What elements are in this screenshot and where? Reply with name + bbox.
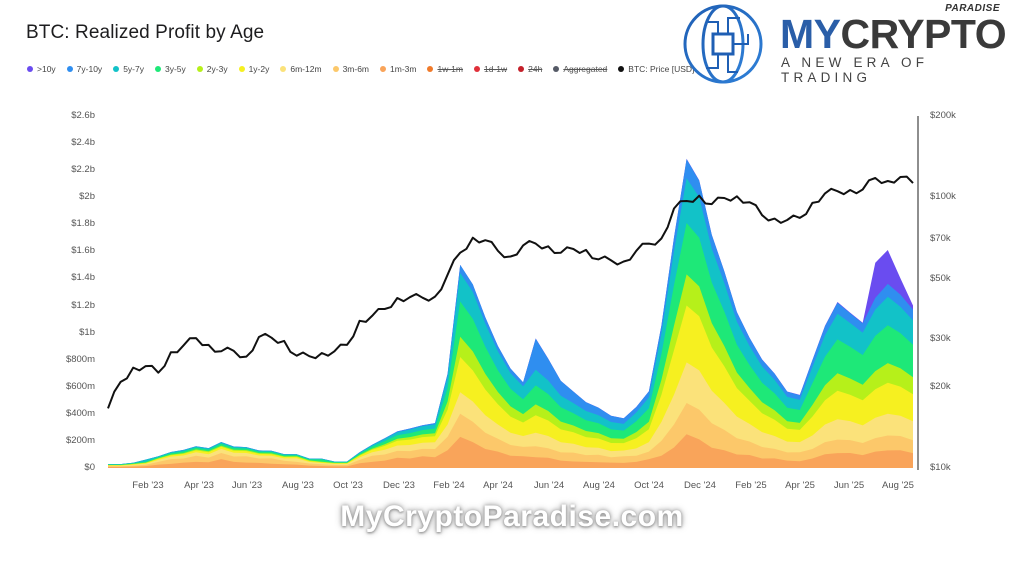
y2-tick-label: $200k xyxy=(930,110,956,121)
y-tick-label: $800m xyxy=(65,353,95,365)
legend-item[interactable]: 5y-7y xyxy=(113,64,144,74)
legend-dot-icon xyxy=(332,66,339,72)
y2-tick-label: $100k xyxy=(930,191,956,203)
x-tick-label: Jun '24 xyxy=(533,480,565,491)
legend-label: 1m-3m xyxy=(390,64,417,74)
x-tick-label: Apr '23 xyxy=(184,480,214,491)
legend-dot-icon xyxy=(618,66,625,72)
legend-item[interactable]: 2y-3y xyxy=(196,64,228,74)
legend-label: 1w-1m xyxy=(437,64,463,74)
x-tick-label: Jun '23 xyxy=(231,480,263,491)
y-tick-label: $1.2b xyxy=(71,299,95,311)
x-tick-label: Aug '25 xyxy=(882,480,914,491)
brand-logo: PARADISE MYCRYPTO A NEW ERA OF TRADING xyxy=(676,0,1024,88)
x-tick-label: Aug '24 xyxy=(583,480,615,491)
x-tick-label: Apr '24 xyxy=(483,480,513,491)
legend-label: 24h xyxy=(528,64,543,74)
legend-label: >10y xyxy=(37,64,56,74)
legend-item[interactable]: BTC: Price [USD] xyxy=(618,64,694,74)
legend-dot-icon xyxy=(238,66,245,72)
y-tick-label: $2b xyxy=(79,191,95,203)
x-tick-label: Feb '23 xyxy=(132,480,164,491)
area-series-1m-3m[interactable] xyxy=(108,434,913,468)
y2-tick-label: $10k xyxy=(930,462,951,473)
legend-label: Aggregated xyxy=(563,64,608,74)
legend-dot-icon xyxy=(113,66,120,72)
y-tick-label: $2.2b xyxy=(71,164,95,176)
y2-tick-label: $20k xyxy=(930,380,951,392)
x-tick-label: Dec '23 xyxy=(383,480,415,491)
legend-item[interactable]: 1d-1w xyxy=(473,64,508,74)
x-tick-label: Oct '23 xyxy=(333,480,363,491)
legend-label: BTC: Price [USD] xyxy=(628,64,695,74)
chart-title: BTC: Realized Profit by Age xyxy=(26,22,265,43)
legend-dot-icon xyxy=(473,66,480,72)
y-tick-label: $600m xyxy=(65,380,95,392)
logo-wordmark: MYCRYPTO xyxy=(780,11,1007,57)
x-tick-label: Jun '25 xyxy=(833,480,865,491)
logo-crypto: CRYPTO xyxy=(840,11,1007,57)
legend-dot-icon xyxy=(66,66,73,72)
legend-item[interactable]: 24h xyxy=(518,64,542,74)
y-tick-label: $1.8b xyxy=(71,218,95,230)
y-tick-label: $1.6b xyxy=(71,245,95,257)
btc-price-line[interactable] xyxy=(107,175,914,409)
legend-item[interactable]: 1m-3m xyxy=(380,64,416,74)
legend-label: 7y-10y xyxy=(76,64,103,74)
logo-tagline: A NEW ERA OF TRADING xyxy=(781,55,929,85)
legend-label: 5y-7y xyxy=(123,64,144,74)
legend-item[interactable]: 1w-1m xyxy=(427,64,463,74)
chart-legend: >10y 7y-10y 5y-7y 3y-5y 2y-3y 1y-2y 6m-12m 3m-6… xyxy=(27,64,705,74)
x-tick-label: Dec '24 xyxy=(684,480,716,491)
y-tick-label: $1.4b xyxy=(71,272,95,284)
legend-item[interactable]: 3y-5y xyxy=(154,64,186,74)
legend-item[interactable]: >10y xyxy=(27,64,56,74)
x-tick-label: Feb '25 xyxy=(735,480,767,491)
y-tick-label: $2.6b xyxy=(71,110,95,121)
legend-dot-icon xyxy=(280,66,287,72)
legend-dot-icon xyxy=(518,66,525,72)
globe-circuit-icon xyxy=(683,4,763,84)
legend-dot-icon xyxy=(427,66,434,72)
legend-item[interactable]: Aggregated xyxy=(553,64,607,74)
legend-dot-icon xyxy=(196,66,203,72)
legend-dot-icon xyxy=(27,66,33,72)
legend-item[interactable]: 1y-2y xyxy=(238,64,270,74)
legend-item[interactable]: 7y-10y xyxy=(66,64,103,74)
y-tick-label: $200m xyxy=(65,434,95,446)
legend-dot-icon xyxy=(154,66,161,72)
y2-tick-label: $70k xyxy=(930,233,951,245)
y2-tick-label: $50k xyxy=(930,272,951,284)
y-tick-label: $2.4b xyxy=(71,137,95,149)
x-tick-label: Apr '25 xyxy=(785,480,815,491)
logo-superscript: PARADISE xyxy=(945,3,1000,14)
logo-my: MY xyxy=(780,11,841,57)
legend-label: 1y-2y xyxy=(248,64,270,74)
x-tick-label: Aug '23 xyxy=(282,480,314,491)
legend-label: 3y-5y xyxy=(164,64,186,74)
y2-tick-label: $30k xyxy=(930,332,951,344)
legend-label: 6m-12m xyxy=(290,64,322,74)
x-tick-label: Feb '24 xyxy=(433,480,465,491)
y-tick-label: $1b xyxy=(79,326,95,338)
legend-label: 1d-1w xyxy=(483,64,508,74)
y-tick-label: $0 xyxy=(84,462,95,473)
y-tick-label: $400m xyxy=(65,407,95,419)
legend-item[interactable]: 3m-6m xyxy=(332,64,370,74)
legend-item[interactable]: 6m-12m xyxy=(280,64,322,74)
legend-dot-icon xyxy=(553,66,560,72)
watermark: MyCryptoParadise.com xyxy=(340,500,684,533)
legend-dot-icon xyxy=(380,66,387,72)
legend-label: 3m-6m xyxy=(342,64,370,74)
legend-label: 2y-3y xyxy=(206,64,228,74)
x-tick-label: Oct '24 xyxy=(634,480,664,491)
